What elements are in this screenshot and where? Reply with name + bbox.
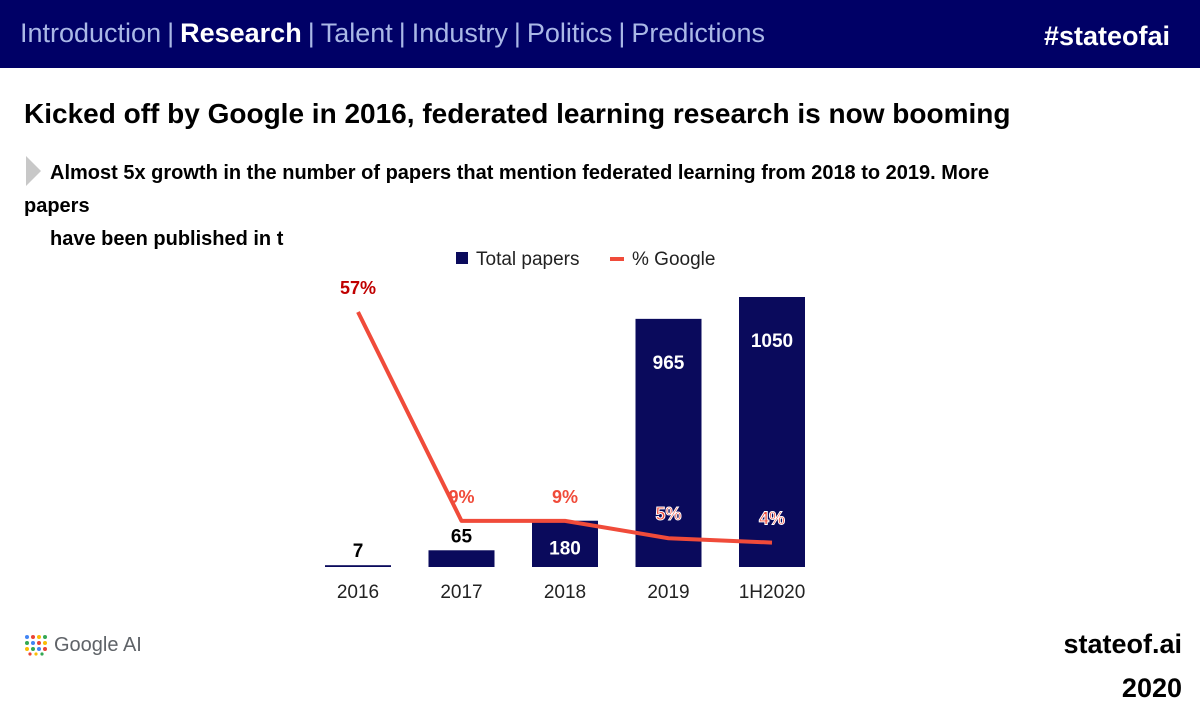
legend-label-google: % Google (632, 249, 715, 270)
nav-separator: | (398, 18, 406, 48)
bar-value-label: 7 (353, 541, 364, 562)
nav-separator: | (618, 18, 626, 48)
bar-total-papers (532, 520, 598, 567)
chart-container: Total papers % Google 2016 2017 2018 2019 1H20… (310, 230, 830, 610)
nav-item-talent[interactable]: Talent (320, 18, 393, 48)
bar-total-papers (428, 550, 495, 567)
nav-separator: | (307, 18, 315, 48)
line-value-label: 5% (655, 504, 681, 524)
footer-brand-line-2: 2020 (1121, 673, 1182, 703)
bar-value-label: 65 (451, 526, 473, 547)
google-ai-logo: Google AI (24, 630, 142, 660)
nav-item-research[interactable]: Research (180, 18, 302, 48)
bullet-arrow-icon (26, 156, 41, 186)
nav-item-introduction[interactable]: Introduction (20, 18, 162, 48)
x-tick-label: 2018 (544, 582, 586, 603)
bar-total-papers (325, 565, 391, 567)
line-value-label: 57% (340, 278, 376, 298)
bar-value-label: 1050 (751, 331, 793, 352)
nav-item-predictions[interactable]: Predictions (631, 18, 765, 48)
google-dots-icon (25, 635, 47, 656)
x-tick-label: 2017 (440, 582, 482, 603)
subtitle-line-3: have been published in t (50, 228, 284, 250)
chart-svg: Total papers % Google 2016 2017 2018 2019 1H20… (325, 249, 806, 603)
nav-separator: | (167, 18, 175, 48)
nav-separator: | (513, 18, 521, 48)
x-tick-label: 2016 (337, 582, 379, 603)
subtitle-line-2: papers (24, 195, 90, 217)
bar-total-papers (635, 318, 702, 567)
line-value-label: 4% (759, 509, 785, 529)
hashtag: #stateofai (1044, 21, 1171, 51)
legend-swatch-total-papers (456, 252, 468, 264)
slide-subtitle: Almost 5x growth in the number of papers… (24, 157, 1184, 256)
nav-item-industry[interactable]: Industry (411, 18, 508, 48)
x-tick-label: 1H2020 (739, 582, 806, 603)
subtitle-line-1: Almost 5x growth in the number of papers… (50, 162, 990, 184)
nav-item-politics[interactable]: Politics (526, 18, 613, 48)
line-google-share (356, 311, 773, 545)
legend-label-total-papers: Total papers (476, 249, 580, 270)
line-value-label: 9% (552, 487, 578, 507)
footer-brand-line-1: stateof.ai (1063, 629, 1182, 659)
section-nav: Introduction | Research | Talent | Industry | Po… (20, 18, 765, 49)
slide-title: Kicked off by Google in 2016, federated … (24, 98, 1011, 129)
x-tick-label: 2019 (647, 582, 689, 603)
footer-brand: stateof.ai 2020 (1022, 622, 1182, 710)
logo-text: Google AI (54, 633, 142, 656)
bar-total-papers (739, 297, 805, 567)
bar-value-label: 180 (549, 539, 581, 560)
bar-value-label: 965 (653, 353, 685, 374)
top-navigation-bar: Introduction | Research | Talent | Industry | Po… (0, 0, 1200, 68)
line-value-label: 9% (448, 487, 474, 507)
